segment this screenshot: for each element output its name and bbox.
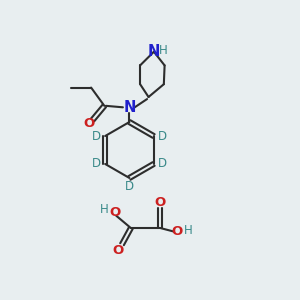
- Text: O: O: [172, 225, 183, 238]
- Text: H: H: [100, 203, 109, 216]
- Text: D: D: [125, 180, 134, 193]
- Text: N: N: [123, 100, 136, 115]
- Text: O: O: [83, 117, 94, 130]
- Text: D: D: [92, 158, 101, 170]
- Text: N: N: [148, 44, 160, 59]
- Text: O: O: [112, 244, 124, 257]
- Text: O: O: [155, 196, 166, 209]
- Text: H: H: [184, 224, 193, 237]
- Text: D: D: [158, 158, 167, 170]
- Text: D: D: [158, 130, 167, 142]
- Text: D: D: [92, 130, 101, 142]
- Text: O: O: [109, 206, 120, 219]
- Text: H: H: [159, 44, 168, 57]
